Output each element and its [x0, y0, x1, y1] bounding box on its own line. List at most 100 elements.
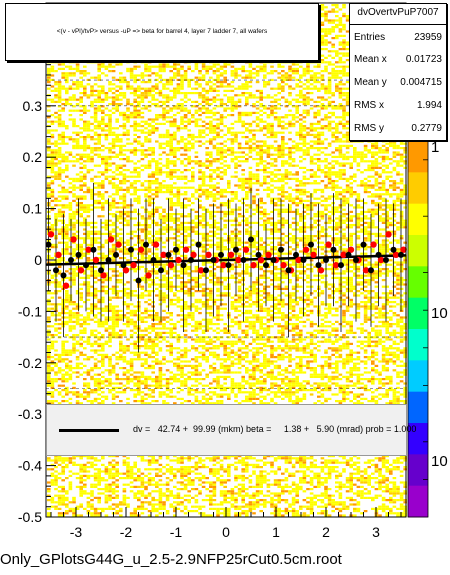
histogram-cell: [104, 133, 109, 136]
histogram-cell: [374, 202, 379, 205]
histogram-cell: [363, 147, 368, 150]
histogram-cell: [169, 160, 173, 163]
histogram-cell: [126, 100, 130, 103]
histogram-cell: [57, 149, 62, 152]
histogram-cell: [201, 175, 206, 178]
histogram-cell: [306, 67, 310, 70]
histogram-cell: [356, 217, 361, 220]
histogram-cell: [324, 28, 328, 31]
histogram-cell: [331, 67, 335, 70]
histogram-cell: [331, 26, 335, 29]
histogram-cell: [194, 76, 199, 79]
histogram-cell: [396, 144, 400, 147]
histogram-cell: [230, 100, 235, 103]
histogram-cell: [61, 180, 65, 183]
histogram-cell: [306, 206, 310, 209]
histogram-cell: [288, 164, 292, 167]
histogram-cell: [338, 19, 343, 22]
histogram-cell: [83, 182, 87, 185]
histogram-cell: [209, 109, 213, 112]
histogram-cell: [392, 142, 397, 145]
histogram-cell: [216, 94, 220, 97]
histogram-cell: [111, 162, 116, 165]
histogram-cell: [281, 193, 285, 196]
histogram-cell: [126, 131, 130, 134]
histogram-cell: [277, 149, 281, 152]
histogram-cell: [299, 184, 303, 187]
histogram-cell: [371, 151, 375, 154]
histogram-cell: [198, 199, 202, 202]
histogram-cell: [234, 100, 238, 103]
histogram-cell: [183, 61, 188, 64]
histogram-cell: [245, 103, 249, 106]
histogram-cell: [169, 191, 173, 194]
histogram-cell: [97, 107, 101, 110]
histogram-cell: [212, 136, 217, 139]
histogram-cell: [104, 65, 109, 68]
histogram-cell: [122, 202, 127, 205]
histogram-cell: [194, 215, 199, 218]
histogram-cell: [230, 85, 235, 88]
histogram-cell: [155, 98, 159, 101]
histogram-cell: [108, 87, 112, 90]
histogram-cell: [295, 133, 299, 136]
histogram-cell: [191, 70, 195, 73]
histogram-cell: [371, 160, 375, 163]
histogram-cell: [173, 125, 177, 128]
histogram-cell: [183, 125, 188, 128]
histogram-cell: [151, 94, 155, 97]
histogram-cell: [183, 221, 188, 224]
histogram-cell: [309, 193, 314, 196]
histogram-cell: [327, 166, 332, 169]
histogram-cell: [122, 217, 127, 220]
histogram-cell: [216, 81, 220, 84]
histogram-cell: [270, 70, 274, 73]
histogram-cell: [147, 133, 152, 136]
histogram-cell: [353, 155, 357, 158]
histogram-cell: [198, 125, 202, 128]
histogram-cell: [115, 78, 119, 81]
histogram-cell: [313, 180, 317, 183]
histogram-cell: [209, 204, 213, 207]
histogram-cell: [295, 83, 299, 86]
histogram-cell: [50, 129, 55, 132]
histogram-cell: [302, 127, 307, 130]
histogram-cell: [234, 158, 238, 161]
histogram-cell: [259, 94, 263, 97]
histogram-cell: [396, 199, 400, 202]
histogram-cell: [119, 63, 123, 66]
histogram-cell: [183, 107, 188, 110]
histogram-cell: [338, 186, 343, 189]
histogram-cell: [385, 177, 389, 180]
histogram-cell: [75, 125, 80, 128]
histogram-cell: [320, 105, 325, 108]
histogram-cell: [86, 120, 91, 123]
histogram-cell: [201, 136, 206, 139]
histogram-cell: [137, 149, 141, 152]
histogram-cell: [284, 210, 289, 213]
histogram-cell: [54, 116, 58, 119]
histogram-cell: [205, 197, 209, 200]
histogram-cell: [47, 182, 51, 185]
histogram-cell: [173, 63, 177, 66]
histogram-cell: [201, 164, 206, 167]
histogram-cell: [137, 140, 141, 143]
histogram-cell: [223, 116, 227, 119]
histogram-cell: [288, 158, 292, 161]
histogram-cell: [248, 149, 253, 152]
histogram-cell: [209, 186, 213, 189]
histogram-cell: [86, 125, 91, 128]
histogram-cell: [79, 171, 83, 174]
histogram-cell: [97, 149, 101, 152]
histogram-cell: [205, 70, 209, 73]
histogram-cell: [230, 140, 235, 143]
histogram-cell: [97, 206, 101, 209]
histogram-cell: [273, 197, 278, 200]
histogram-cell: [252, 129, 256, 132]
histogram-cell: [241, 188, 245, 191]
histogram-cell: [291, 177, 296, 180]
histogram-cell: [245, 147, 249, 150]
histogram-cell: [137, 103, 141, 106]
histogram-cell: [61, 107, 65, 110]
histogram-cell: [147, 129, 152, 132]
